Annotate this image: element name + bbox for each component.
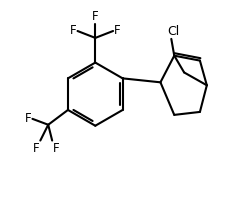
Text: Cl: Cl <box>167 25 179 38</box>
Text: F: F <box>92 10 99 23</box>
Text: F: F <box>53 142 60 155</box>
Text: F: F <box>25 112 32 125</box>
Text: F: F <box>70 25 77 38</box>
Text: F: F <box>33 142 39 155</box>
Text: F: F <box>114 25 121 38</box>
